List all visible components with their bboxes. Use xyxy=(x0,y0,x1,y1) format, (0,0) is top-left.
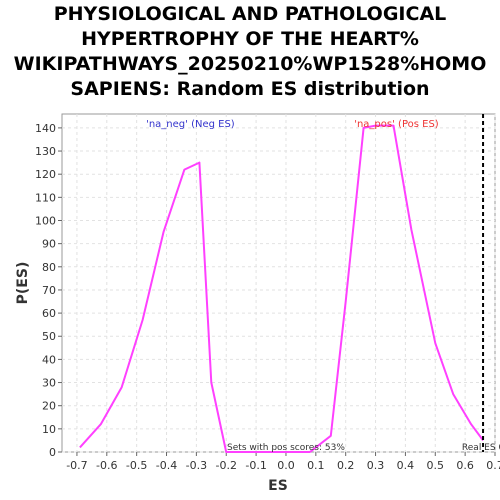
x-tick-label: -0.1 xyxy=(245,459,266,472)
y-tick-label: 40 xyxy=(42,353,56,366)
x-tick-label: -0.5 xyxy=(126,459,147,472)
x-tick-label: 0.4 xyxy=(397,459,415,472)
legend-label: 'na_pos' (Pos ES) xyxy=(354,119,439,130)
x-axis-label: ES xyxy=(268,478,288,494)
series-layer xyxy=(79,124,484,453)
x-tick-label: -0.2 xyxy=(216,459,237,472)
y-axis: 0 10 20 30 40 50 60 70 80 90 100 110 120 130 140 xyxy=(35,122,62,459)
pos-scores-annotation: Sets with pos scores: 53% xyxy=(227,443,345,453)
grid xyxy=(62,114,496,453)
real-es-label: Real ES 0 xyxy=(462,443,500,453)
x-tick-label: 0.5 xyxy=(427,459,445,472)
x-tick-label: -0.6 xyxy=(96,459,117,472)
y-tick-label: 120 xyxy=(35,168,56,181)
y-tick-label: 100 xyxy=(35,214,56,227)
x-tick-label: -0.7 xyxy=(66,459,87,472)
x-tick-label: 0.1 xyxy=(307,459,325,472)
markers: Real ES 0 'na_neg' (Neg ES) 'na_pos' (Pos … xyxy=(146,114,500,453)
x-tick-label: -0.3 xyxy=(186,459,207,472)
y-tick-label: 30 xyxy=(42,377,56,390)
legend-label: 'na_neg' (Neg ES) xyxy=(146,119,235,130)
y-tick-label: 60 xyxy=(42,307,56,320)
y-tick-label: 0 xyxy=(49,446,56,459)
y-tick-label: 20 xyxy=(42,400,56,413)
chart-title-line-4: SAPIENS: Random ES distribution xyxy=(70,78,430,100)
x-tick-label: 0.0 xyxy=(277,459,295,472)
y-tick-label: 10 xyxy=(42,423,56,436)
x-tick-label: 0.2 xyxy=(337,459,355,472)
y-tick-label: 50 xyxy=(42,330,56,343)
y-tick-label: 90 xyxy=(42,238,56,251)
chart-title-line-2: HYPERTROPHY OF THE HEART% xyxy=(81,28,419,50)
y-tick-label: 70 xyxy=(42,284,56,297)
x-tick-label: 0.7 xyxy=(486,459,500,472)
y-tick-label: 140 xyxy=(35,122,56,135)
x-tick-label: 0.6 xyxy=(456,459,474,472)
chart-title-line-1: PHYSIOLOGICAL AND PATHOLOGICAL xyxy=(53,3,447,25)
y-tick-label: 110 xyxy=(35,191,56,204)
x-tick-label: -0.4 xyxy=(156,459,177,472)
y-tick-label: 80 xyxy=(42,261,56,274)
plot-area xyxy=(61,113,496,453)
chart-title: PHYSIOLOGICAL AND PATHOLOGICAL HYPERTROP… xyxy=(0,2,500,102)
es-distribution-line xyxy=(79,124,484,453)
x-tick-label: 0.3 xyxy=(367,459,385,472)
x-axis: -0.7 -0.6 -0.5 -0.4 -0.3 -0.2 -0.1 0.0 0.1 0.2 0.3… xyxy=(66,452,500,472)
y-axis-label: P(ES) xyxy=(15,262,31,305)
y-tick-label: 130 xyxy=(35,145,56,158)
chart-title-line-3: WIKIPATHWAYS_20250210%WP1528%HOMO xyxy=(13,53,487,75)
